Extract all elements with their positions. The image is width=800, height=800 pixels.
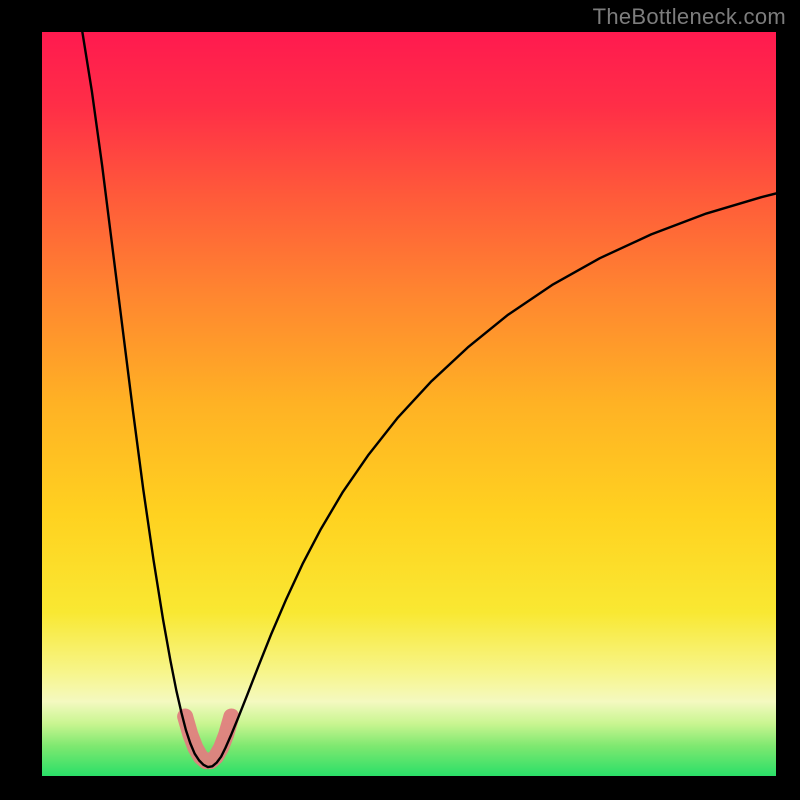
highlight-band [185, 716, 231, 761]
curve-overlay [42, 32, 776, 776]
bottleneck-curve [82, 32, 776, 767]
chart-container [42, 32, 776, 776]
watermark-text: TheBottleneck.com [593, 4, 786, 30]
